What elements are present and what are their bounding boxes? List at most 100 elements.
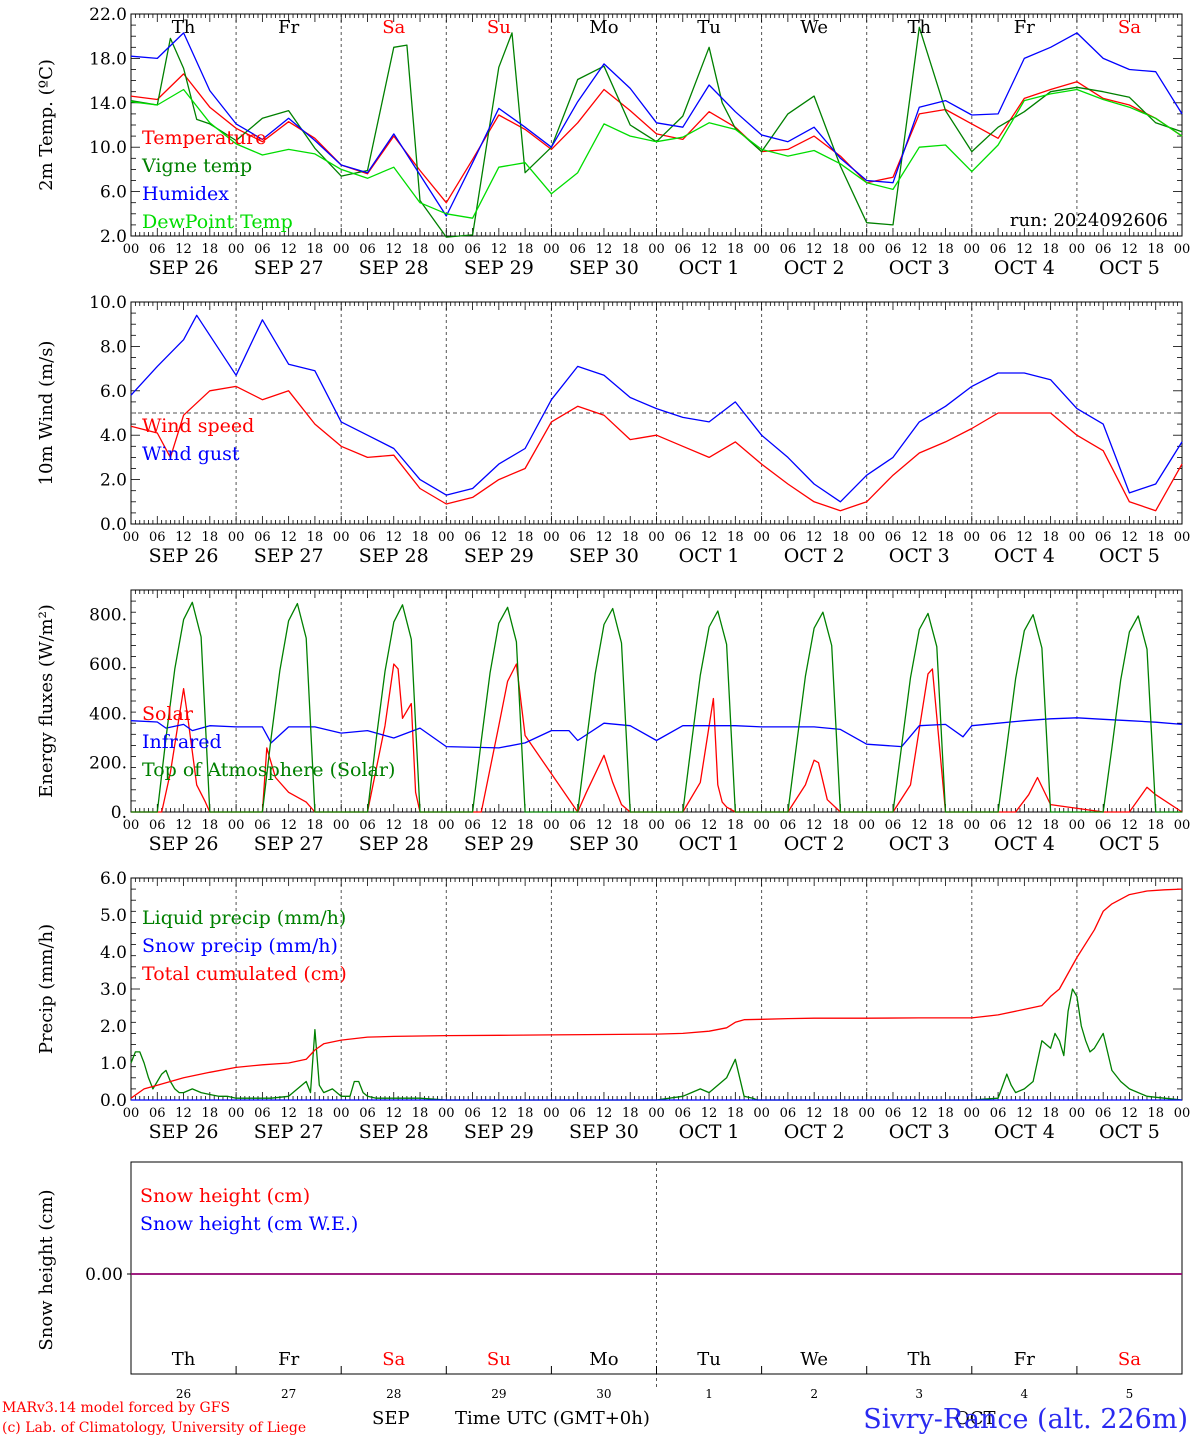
date-label: SEP 27 <box>254 1121 324 1143</box>
y-tick-label: 6.0 <box>100 382 127 402</box>
date-label: OCT 1 <box>679 1121 740 1143</box>
hour-label: 18 <box>307 818 324 833</box>
hour-label: 06 <box>990 242 1007 257</box>
time-axis-label: Time UTC (GMT+0h) <box>455 1408 650 1429</box>
hour-label: 12 <box>1016 530 1033 545</box>
hour-label: 06 <box>359 242 376 257</box>
weekday-label: Sa <box>382 1349 405 1370</box>
date-label: SEP 30 <box>569 1121 639 1143</box>
date-label: SEP 27 <box>254 833 324 855</box>
series-line-wind-gust <box>130 314 1183 503</box>
y-axis-label: Energy fluxes (W/m²) <box>36 604 57 798</box>
hour-label: 18 <box>1042 242 1059 257</box>
panel-precip: 0.0 1.0 2.0 3.0 4.0 5.0 6.0 Precip (mm/h) Liquid… <box>36 869 1190 1143</box>
date-label: SEP 26 <box>149 257 219 279</box>
date-label: SEP 30 <box>569 833 639 855</box>
weekday-label: Th <box>907 1349 931 1370</box>
date-label: OCT 1 <box>679 545 740 567</box>
hour-label: 00 <box>543 818 560 833</box>
hour-label: 12 <box>385 1106 402 1121</box>
series-line-dewpoint-temp <box>130 88 1183 219</box>
day-number: 1 <box>705 1387 713 1401</box>
y-tick-label: 600. <box>89 655 127 675</box>
panel-snow: 0.00 Snow height (cm) Snow height (cm) Snow… <box>36 1161 1183 1401</box>
hour-label: 12 <box>1016 818 1033 833</box>
y-tick-label: 2.0 <box>100 471 127 491</box>
credit-lab: (c) Lab. of Climatology, University of L… <box>2 1420 306 1436</box>
hour-label: 18 <box>412 818 429 833</box>
y-tick-label: 200. <box>89 754 127 774</box>
y-tick-label: 0.0 <box>100 1091 127 1111</box>
legend-entry: Top of Atmosphere (Solar) <box>142 759 395 781</box>
hour-label: 06 <box>569 1106 586 1121</box>
series-line-total-cumulated-cm <box>130 888 1183 1099</box>
hour-label: 12 <box>1121 1106 1138 1121</box>
y-tick-label: 3.0 <box>100 980 127 1000</box>
hour-label: 12 <box>596 1106 613 1121</box>
y-tick-label: 0.00 <box>85 1265 123 1285</box>
date-label: OCT 5 <box>1099 833 1160 855</box>
date-label: OCT 4 <box>994 833 1055 855</box>
y-tick-label: 10.0 <box>89 138 127 158</box>
hour-label: 18 <box>937 1106 954 1121</box>
hour-label: 06 <box>780 242 797 257</box>
hour-label: 18 <box>307 1106 324 1121</box>
date-label: OCT 5 <box>1099 545 1160 567</box>
hour-label: 06 <box>885 818 902 833</box>
hour-label: 06 <box>359 1106 376 1121</box>
date-label: OCT 4 <box>994 257 1055 279</box>
weekday-label: Sa <box>1118 1349 1141 1370</box>
hour-label: 00 <box>543 530 560 545</box>
hour-label: 00 <box>964 818 981 833</box>
date-label: SEP 27 <box>254 257 324 279</box>
hour-label: 18 <box>1147 818 1164 833</box>
hour-label: 18 <box>1042 818 1059 833</box>
date-label: OCT 1 <box>679 257 740 279</box>
date-label: SEP 26 <box>149 833 219 855</box>
hour-label: 18 <box>1147 242 1164 257</box>
panel-energy: 0. 200. 400. 600. 800. Energy fluxes (W/m²) So… <box>36 589 1190 855</box>
date-label: SEP 30 <box>569 545 639 567</box>
y-tick-label: 0. <box>111 803 127 823</box>
hour-label: 06 <box>780 818 797 833</box>
date-label: OCT 5 <box>1099 257 1160 279</box>
hour-label: 18 <box>1147 530 1164 545</box>
date-label: SEP 28 <box>359 257 429 279</box>
date-label: OCT 2 <box>784 833 845 855</box>
hour-label: 12 <box>1016 1106 1033 1121</box>
hour-label: 18 <box>937 242 954 257</box>
hour-label: 06 <box>990 1106 1007 1121</box>
y-tick-label: 8.0 <box>100 337 127 357</box>
hour-label: 06 <box>569 242 586 257</box>
hour-label: 12 <box>280 530 297 545</box>
weekday-label: Th <box>172 17 196 38</box>
hour-label: 18 <box>412 530 429 545</box>
date-label: OCT 4 <box>994 1121 1055 1143</box>
hour-label: 18 <box>727 818 744 833</box>
hour-label: 06 <box>569 530 586 545</box>
date-label: OCT 1 <box>679 833 740 855</box>
hour-label: 12 <box>911 242 928 257</box>
hour-label: 00 <box>438 818 455 833</box>
hour-label: 18 <box>412 1106 429 1121</box>
hour-label: 06 <box>149 530 166 545</box>
hour-label: 06 <box>780 1106 797 1121</box>
y-tick-label: 10.0 <box>89 293 127 313</box>
hour-label: 00 <box>228 242 245 257</box>
hour-label: 06 <box>149 1106 166 1121</box>
hour-label: 06 <box>254 530 271 545</box>
hour-label: 12 <box>1121 242 1138 257</box>
weekday-label: Th <box>172 1349 196 1370</box>
legend-entry: DewPoint Temp <box>142 211 293 233</box>
hour-label: 18 <box>517 1106 534 1121</box>
hour-label: 06 <box>990 530 1007 545</box>
weekday-label: Mo <box>589 17 618 38</box>
date-label: OCT 4 <box>994 545 1055 567</box>
hour-label: 12 <box>701 530 718 545</box>
y-tick-label: 6.0 <box>100 183 127 203</box>
date-label: SEP 27 <box>254 545 324 567</box>
weekday-label: Fr <box>1014 1349 1035 1370</box>
hour-label: 06 <box>675 1106 692 1121</box>
hour-label: 18 <box>622 242 639 257</box>
legend-entry: Wind speed <box>142 415 254 437</box>
